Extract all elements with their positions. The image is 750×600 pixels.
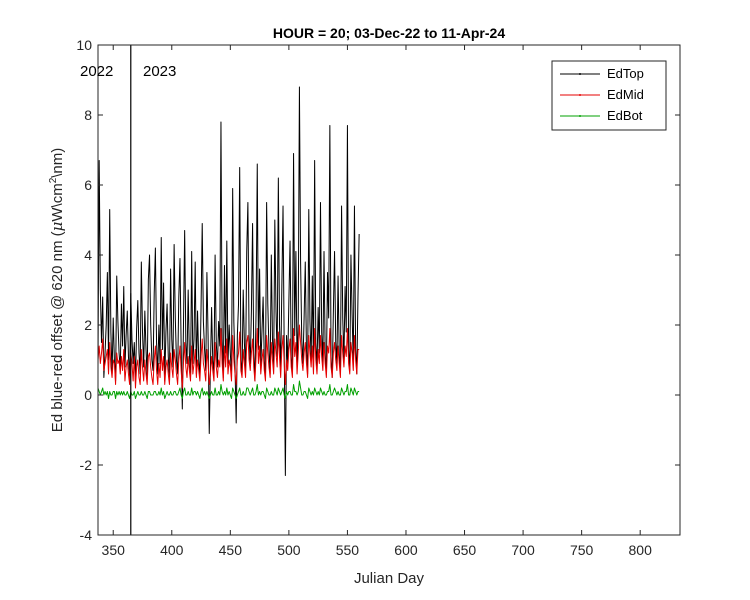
y-tick-label-0: 0 [84,387,92,403]
tick-layer: 350 400 450 500 550 600 650 700 750 800 -4 -2 0 2 4 6 8 1… [76,37,680,558]
x-tick-label-700: 700 [511,542,535,558]
legend-marker-edtop [579,73,581,75]
x-axis-label: Julian Day [354,570,425,587]
series-line-edbot [97,380,360,399]
legend: EdTop EdMid EdBot [551,60,667,131]
year-label-2022: 2022 [80,63,113,80]
y-label-sup: 2 [48,177,59,183]
x-tick-label-800: 800 [629,542,653,558]
y-tick-label-8: 8 [84,107,92,123]
x-tick-label-400: 400 [160,542,184,558]
x-tick-label-600: 600 [394,542,418,558]
series-layer [97,86,360,476]
y-label-suffix: \nm) [49,148,66,178]
y-tick-label--4: -4 [80,527,93,543]
y-tick-label-4: 4 [84,247,92,263]
y-tick-label--2: -2 [80,457,93,473]
series-line-edmid [97,324,360,389]
x-tick-label-350: 350 [102,542,126,558]
y-tick-label-10: 10 [76,37,92,53]
legend-label-edbot: EdBot [607,108,643,123]
chart-title: HOUR = 20; 03-Dec-22 to 11-Apr-24 [273,25,505,41]
x-tick-label-750: 750 [570,542,594,558]
year-label-2023: 2023 [143,63,176,80]
y-label-mid: W\cm [49,183,66,221]
y-axis-label: Ed blue-red offset @ 620 nm (μW\cm2\nm) [48,148,66,433]
y-label-mu: μ [48,222,66,232]
y-tick-label-6: 6 [84,177,92,193]
legend-marker-edmid [579,94,581,96]
x-tick-label-500: 500 [277,542,301,558]
plot-frame [97,44,681,536]
y-tick-label-2: 2 [84,317,92,333]
x-tick-label-550: 550 [336,542,360,558]
y-label-prefix: Ed blue-red offset @ 620 nm ( [49,231,66,432]
legend-label-edmid: EdMid [607,87,644,102]
series-line-edtop [97,86,360,476]
legend-marker-edbot [579,115,581,117]
x-tick-label-650: 650 [453,542,477,558]
legend-label-edtop: EdTop [607,66,644,81]
x-tick-label-450: 450 [219,542,243,558]
